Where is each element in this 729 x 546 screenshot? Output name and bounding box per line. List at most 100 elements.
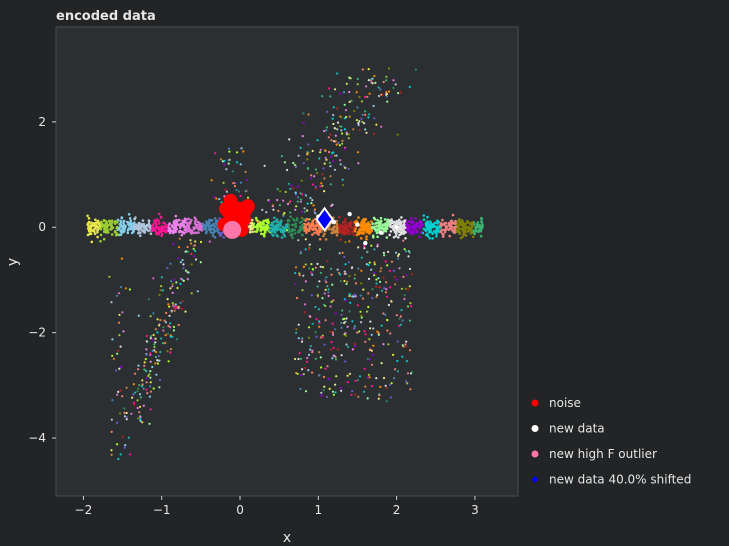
- data-point: [265, 211, 268, 214]
- data-point: [468, 228, 472, 232]
- data-point: [366, 397, 369, 400]
- data-point: [332, 113, 335, 117]
- data-point: [302, 162, 305, 165]
- data-point: [99, 233, 103, 237]
- data-point: [297, 323, 300, 326]
- data-point: [232, 182, 235, 185]
- data-point: [385, 226, 389, 229]
- data-point: [227, 162, 230, 165]
- data-point: [294, 266, 298, 269]
- data-point: [283, 161, 286, 164]
- data-point: [278, 219, 281, 222]
- data-point: [121, 395, 124, 398]
- data-point: [139, 228, 143, 231]
- data-point: [422, 214, 426, 217]
- data-point: [109, 228, 112, 231]
- data-point: [163, 222, 167, 225]
- data-point: [479, 226, 482, 230]
- data-point: [300, 373, 303, 377]
- data-point: [145, 353, 148, 356]
- data-point: [167, 229, 170, 233]
- data-point: [341, 132, 344, 135]
- data-point: [116, 421, 119, 424]
- data-point: [357, 162, 360, 165]
- data-point: [169, 322, 172, 325]
- data-point: [234, 182, 237, 185]
- data-point: [367, 264, 370, 267]
- data-point: [410, 305, 413, 308]
- data-point: [192, 247, 195, 250]
- data-point: [211, 234, 215, 237]
- data-point: [372, 104, 375, 108]
- data-point: [408, 267, 412, 271]
- data-point: [341, 142, 344, 145]
- data-point: [168, 305, 171, 308]
- data-point: [351, 320, 354, 323]
- data-point: [311, 183, 315, 186]
- data-point: [297, 357, 300, 361]
- data-point: [170, 309, 173, 312]
- data-point: [131, 396, 134, 399]
- data-point: [152, 277, 155, 280]
- data-point: [148, 422, 151, 425]
- data-point: [326, 260, 329, 263]
- data-point: [158, 359, 161, 362]
- data-point: [216, 229, 219, 233]
- data-point: [151, 365, 154, 369]
- data-point: [159, 319, 162, 322]
- data-point: [373, 74, 376, 78]
- data-point: [365, 263, 368, 266]
- data-point: [294, 222, 297, 226]
- legend-marker: [532, 475, 538, 484]
- data-point: [357, 267, 360, 270]
- data-point: [412, 225, 416, 228]
- data-point: [471, 221, 474, 224]
- data-point: [343, 231, 346, 234]
- data-point: [319, 148, 322, 151]
- data-point: [351, 266, 354, 269]
- data-point: [388, 233, 392, 237]
- data-point: [314, 185, 317, 188]
- data-point: [251, 218, 254, 222]
- data-point: [149, 315, 152, 318]
- data-point: [137, 229, 140, 232]
- data-point: [194, 258, 198, 261]
- data-point: [183, 225, 186, 228]
- data-point: [134, 216, 137, 219]
- data-point: [202, 223, 206, 226]
- data-point: [321, 184, 324, 187]
- data-point: [187, 250, 190, 253]
- data-point: [392, 79, 395, 82]
- data-point: [302, 373, 305, 376]
- data-point: [343, 270, 346, 273]
- data-point: [314, 357, 317, 360]
- data-point: [122, 330, 125, 333]
- data-point: [164, 341, 167, 345]
- data-point: [335, 233, 339, 237]
- x-tick-label: 1: [315, 503, 323, 517]
- data-point: [330, 267, 333, 270]
- data-point: [274, 226, 278, 229]
- data-point: [406, 227, 410, 231]
- data-point: [348, 240, 351, 243]
- data-point: [323, 343, 326, 346]
- data-point: [331, 357, 334, 360]
- data-point: [321, 173, 324, 176]
- data-point: [99, 240, 102, 243]
- data-point: [205, 220, 208, 223]
- data-point: [149, 335, 152, 338]
- data-point: [320, 394, 323, 397]
- data-point: [182, 220, 186, 224]
- data-point: [187, 217, 191, 221]
- y-axis-label: y: [5, 258, 21, 266]
- data-point: [365, 85, 368, 88]
- data-point: [325, 126, 328, 129]
- chart-title: encoded data: [56, 9, 156, 24]
- data-point: [410, 220, 414, 223]
- data-point: [343, 255, 346, 258]
- data-point: [412, 232, 416, 235]
- data-point: [371, 288, 374, 291]
- legend-label: noise: [549, 396, 581, 410]
- data-point: [330, 204, 333, 208]
- data-point: [363, 247, 366, 250]
